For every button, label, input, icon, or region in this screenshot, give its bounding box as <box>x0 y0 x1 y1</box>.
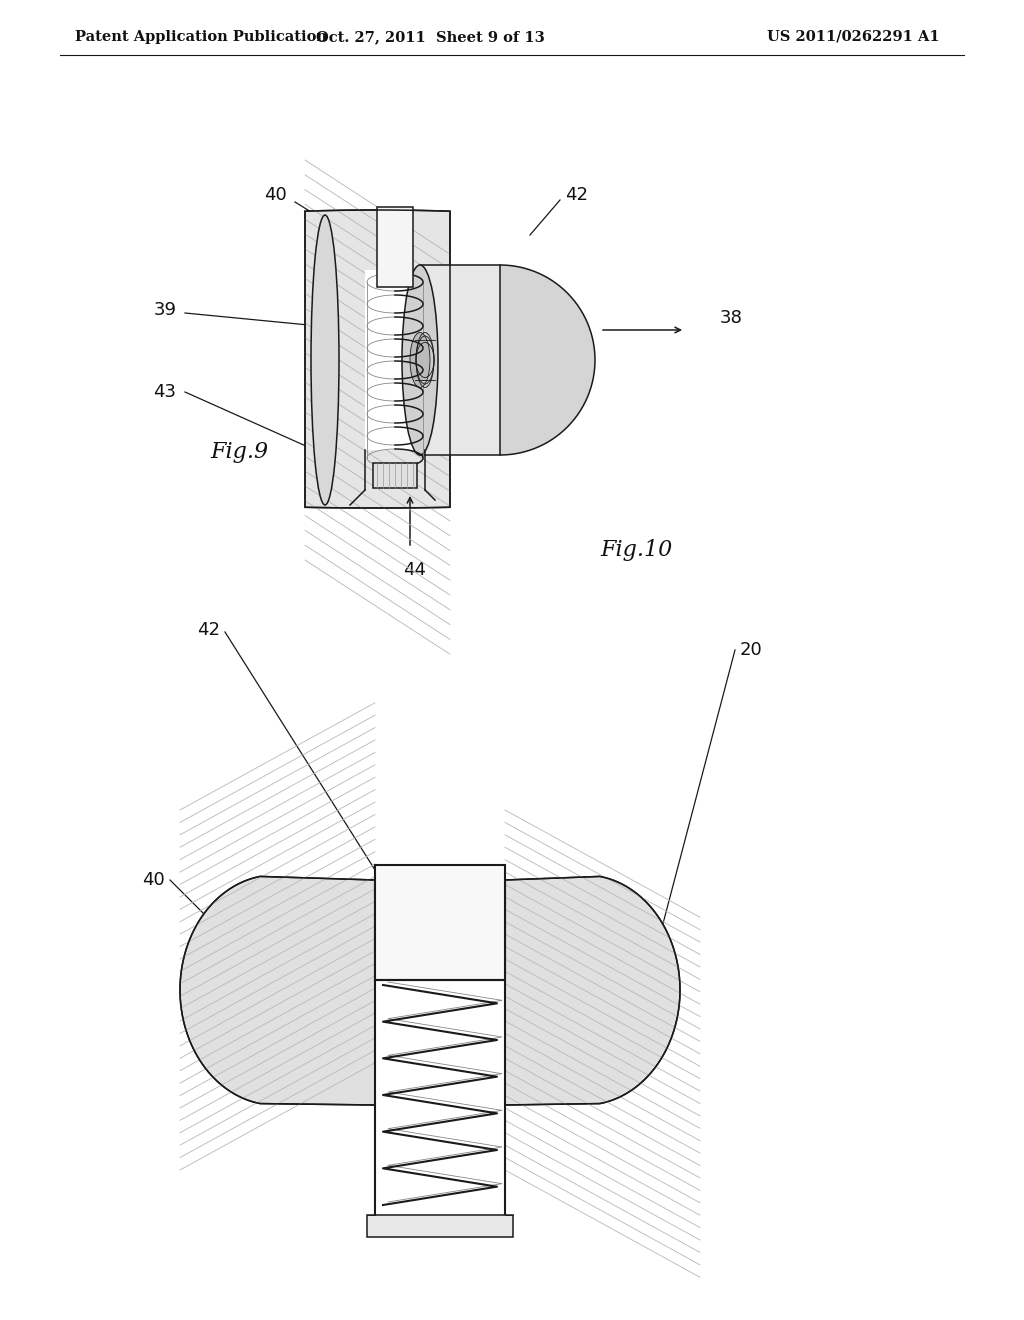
Text: Oct. 27, 2011  Sheet 9 of 13: Oct. 27, 2011 Sheet 9 of 13 <box>315 30 545 44</box>
Text: 40: 40 <box>263 186 287 205</box>
Polygon shape <box>305 210 450 508</box>
Polygon shape <box>377 207 413 286</box>
Polygon shape <box>420 265 500 455</box>
Text: Patent Application Publication: Patent Application Publication <box>75 30 327 44</box>
Text: 43: 43 <box>369 1224 391 1241</box>
Text: 39: 39 <box>478 1224 502 1241</box>
Ellipse shape <box>311 215 339 506</box>
Polygon shape <box>500 265 595 455</box>
Text: 39: 39 <box>154 301 176 319</box>
Text: 42: 42 <box>565 186 588 205</box>
Text: 43: 43 <box>154 383 176 401</box>
Polygon shape <box>375 880 505 1214</box>
Polygon shape <box>375 865 505 979</box>
Text: 44: 44 <box>403 561 427 579</box>
Text: US 2011/0262291 A1: US 2011/0262291 A1 <box>767 30 940 44</box>
Text: 38: 38 <box>720 309 742 327</box>
Text: 40: 40 <box>142 871 165 888</box>
Polygon shape <box>367 1214 513 1237</box>
Polygon shape <box>505 876 680 1105</box>
Polygon shape <box>180 876 375 1105</box>
Polygon shape <box>365 271 425 450</box>
Polygon shape <box>373 463 417 488</box>
Text: Fig.9: Fig.9 <box>210 441 268 463</box>
Text: Fig.10: Fig.10 <box>600 539 672 561</box>
Ellipse shape <box>402 265 438 455</box>
Text: 20: 20 <box>740 642 763 659</box>
Ellipse shape <box>410 333 430 388</box>
Text: 42: 42 <box>197 620 220 639</box>
